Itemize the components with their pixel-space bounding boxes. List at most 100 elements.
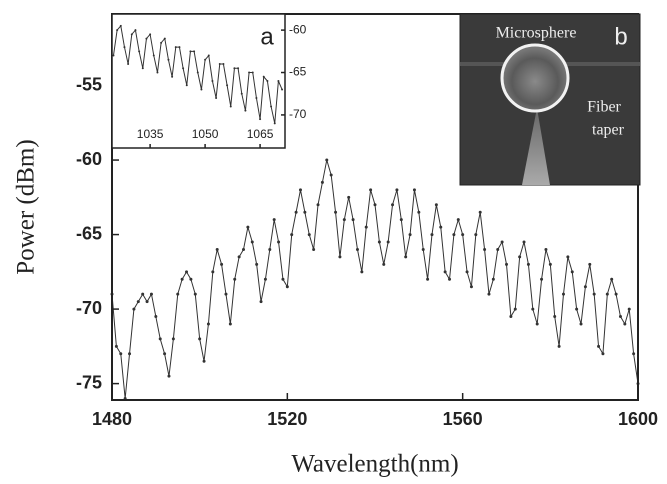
data-point: [325, 158, 329, 162]
data-point: [268, 247, 272, 251]
data-point: [167, 374, 171, 378]
data-point: [141, 292, 145, 296]
data-point: [116, 29, 119, 32]
data-point: [373, 203, 377, 207]
y-tick-label: -70: [289, 107, 307, 121]
data-point: [220, 262, 224, 266]
data-point: [132, 307, 136, 311]
data-point: [452, 233, 456, 237]
x-tick-label: 1480: [92, 409, 132, 429]
y-axis-title: Power (dBm): [13, 139, 40, 274]
data-point: [526, 262, 530, 266]
data-point: [272, 218, 276, 222]
data-point: [369, 188, 373, 192]
data-point: [160, 41, 163, 44]
data-point: [605, 292, 609, 296]
data-point: [134, 29, 137, 32]
data-point: [185, 270, 189, 274]
data-point: [193, 50, 196, 53]
x-tick-label: 1050: [192, 127, 219, 141]
data-point: [307, 233, 311, 237]
fiber-label: taper: [592, 122, 625, 139]
data-point: [128, 352, 132, 356]
data-point: [206, 322, 210, 326]
data-point: [266, 80, 269, 82]
data-point: [320, 180, 324, 184]
data-point: [553, 315, 557, 319]
y-tick-label: -60: [289, 22, 307, 36]
data-point: [487, 292, 491, 296]
data-point: [176, 292, 180, 296]
data-point: [540, 277, 544, 281]
plot-frame: [111, 13, 286, 149]
y-tick-label: -75: [76, 372, 102, 392]
data-point: [627, 307, 631, 311]
data-point: [141, 67, 144, 70]
data-point: [259, 118, 262, 121]
data-point: [178, 46, 181, 49]
microsphere-label: Microsphere: [496, 25, 577, 42]
data-point: [377, 240, 381, 244]
data-point: [185, 84, 188, 87]
data-point: [240, 92, 243, 95]
data-point: [469, 285, 473, 289]
data-point: [189, 50, 192, 53]
data-point: [250, 240, 254, 244]
data-point: [163, 352, 167, 356]
data-point: [294, 210, 298, 214]
data-point: [592, 292, 596, 296]
data-point: [285, 285, 289, 289]
data-point: [561, 292, 565, 296]
data-point: [513, 307, 517, 311]
data-point: [130, 33, 133, 36]
data-point: [119, 352, 123, 356]
data-point: [248, 71, 251, 74]
data-point: [174, 46, 177, 49]
fiber-label: Fiber: [587, 99, 621, 116]
data-point: [439, 225, 443, 229]
data-point: [138, 50, 141, 53]
data-point: [355, 247, 359, 251]
x-tick-label: 1560: [443, 409, 483, 429]
data-point: [329, 173, 333, 177]
plot-area: [112, 14, 285, 148]
data-point: [262, 75, 265, 78]
data-point: [114, 344, 118, 348]
data-point: [623, 322, 627, 326]
data-point: [119, 24, 122, 27]
data-point: [281, 88, 284, 91]
data-point: [575, 307, 579, 311]
data-point: [583, 285, 587, 289]
data-point: [233, 277, 237, 281]
data-point: [229, 105, 232, 108]
data-point: [277, 80, 280, 82]
data-point: [334, 210, 338, 214]
data-point: [246, 225, 250, 229]
data-point: [211, 80, 214, 82]
data-point: [338, 255, 342, 259]
data-point: [255, 96, 258, 99]
data-point: [505, 262, 508, 266]
inset-a: 1035 1050 1065 -60 -65 -70 a: [111, 13, 307, 149]
data-point: [386, 240, 390, 244]
data-point: [364, 225, 368, 229]
data-point: [242, 247, 245, 251]
data-point: [601, 352, 605, 356]
data-point: [570, 270, 574, 274]
data-point: [158, 337, 162, 341]
data-point: [145, 300, 149, 304]
data-point: [448, 277, 452, 281]
data-point: [136, 300, 140, 304]
data-point: [255, 262, 259, 266]
data-point: [233, 67, 236, 70]
data-point: [152, 54, 155, 57]
data-point: [491, 277, 495, 281]
data-point: [566, 255, 570, 259]
data-point: [395, 188, 399, 192]
y-tick-label: -65: [289, 65, 307, 79]
data-point: [531, 307, 535, 311]
data-point: [408, 233, 412, 237]
data-point: [154, 315, 158, 319]
data-point: [273, 122, 276, 125]
